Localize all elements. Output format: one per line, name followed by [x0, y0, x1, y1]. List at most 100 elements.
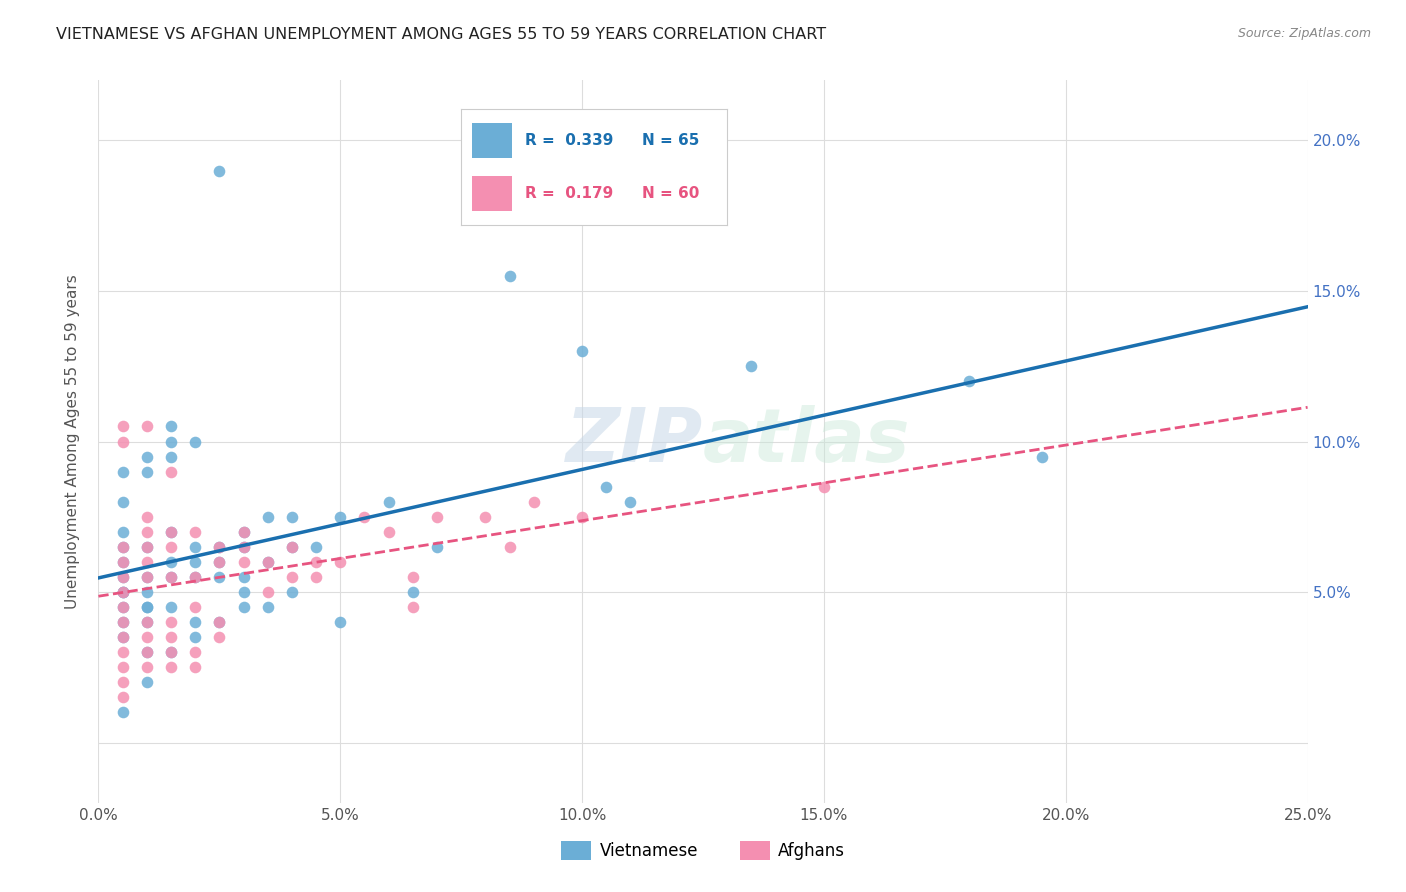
Point	[135, 615, 157, 630]
Point	[135, 419, 157, 434]
Point	[111, 600, 134, 615]
Point	[353, 509, 375, 524]
Point	[184, 540, 207, 554]
Point	[135, 600, 157, 615]
Point	[208, 163, 231, 178]
Legend: Vietnamese, Afghans: Vietnamese, Afghans	[554, 834, 852, 867]
Point	[740, 359, 762, 374]
Point	[208, 630, 231, 644]
Point	[160, 660, 183, 674]
Point	[329, 555, 352, 569]
Point	[135, 585, 157, 599]
Point	[135, 630, 157, 644]
Point	[135, 570, 157, 584]
Point	[160, 570, 183, 584]
Point	[111, 570, 134, 584]
Text: atlas: atlas	[703, 405, 911, 478]
Point	[111, 419, 134, 434]
Point	[474, 509, 496, 524]
Text: ZIP: ZIP	[565, 405, 703, 478]
Point	[184, 570, 207, 584]
Point	[184, 615, 207, 630]
Point	[111, 645, 134, 659]
Point	[111, 585, 134, 599]
Point	[135, 555, 157, 569]
Point	[160, 600, 183, 615]
Point	[281, 585, 304, 599]
Point	[232, 585, 254, 599]
Point	[111, 524, 134, 539]
Point	[281, 540, 304, 554]
Point	[957, 374, 980, 388]
Point	[329, 615, 352, 630]
Point	[813, 480, 835, 494]
Point	[135, 570, 157, 584]
Point	[160, 524, 183, 539]
Y-axis label: Unemployment Among Ages 55 to 59 years: Unemployment Among Ages 55 to 59 years	[65, 274, 80, 609]
Point	[232, 524, 254, 539]
Point	[426, 509, 449, 524]
Point	[111, 675, 134, 690]
Point	[111, 600, 134, 615]
Point	[135, 600, 157, 615]
Point	[402, 585, 425, 599]
Point	[111, 555, 134, 569]
Point	[160, 645, 183, 659]
Point	[305, 540, 328, 554]
Point	[135, 645, 157, 659]
Point	[208, 555, 231, 569]
Point	[135, 660, 157, 674]
Point	[208, 570, 231, 584]
Point	[256, 600, 278, 615]
Point	[135, 540, 157, 554]
Point	[135, 540, 157, 554]
Point	[111, 660, 134, 674]
Point	[256, 585, 278, 599]
Point	[232, 540, 254, 554]
Point	[135, 450, 157, 464]
Point	[160, 645, 183, 659]
Point	[135, 465, 157, 479]
Point	[571, 509, 593, 524]
Point	[232, 555, 254, 569]
Point	[111, 585, 134, 599]
Point	[184, 555, 207, 569]
Point	[135, 509, 157, 524]
Text: VIETNAMESE VS AFGHAN UNEMPLOYMENT AMONG AGES 55 TO 59 YEARS CORRELATION CHART: VIETNAMESE VS AFGHAN UNEMPLOYMENT AMONG …	[56, 27, 827, 42]
Point	[208, 555, 231, 569]
Point	[184, 630, 207, 644]
Point	[111, 585, 134, 599]
Point	[208, 540, 231, 554]
Point	[160, 630, 183, 644]
Point	[402, 600, 425, 615]
Point	[160, 450, 183, 464]
Point	[281, 540, 304, 554]
Point	[329, 509, 352, 524]
Point	[111, 615, 134, 630]
Point	[111, 570, 134, 584]
Point	[111, 630, 134, 644]
Point	[111, 465, 134, 479]
Point	[595, 480, 617, 494]
Point	[111, 630, 134, 644]
Point	[281, 570, 304, 584]
Point	[402, 570, 425, 584]
Point	[160, 540, 183, 554]
Point	[160, 555, 183, 569]
Point	[184, 600, 207, 615]
Point	[256, 555, 278, 569]
Point	[619, 494, 641, 508]
Point	[111, 706, 134, 720]
Point	[135, 645, 157, 659]
Point	[232, 524, 254, 539]
Point	[184, 570, 207, 584]
Point	[498, 540, 520, 554]
Point	[111, 690, 134, 705]
Point	[160, 615, 183, 630]
Point	[571, 344, 593, 359]
Point	[523, 494, 546, 508]
Point	[111, 434, 134, 449]
Point	[377, 494, 399, 508]
Point	[498, 268, 520, 283]
Point	[111, 494, 134, 508]
